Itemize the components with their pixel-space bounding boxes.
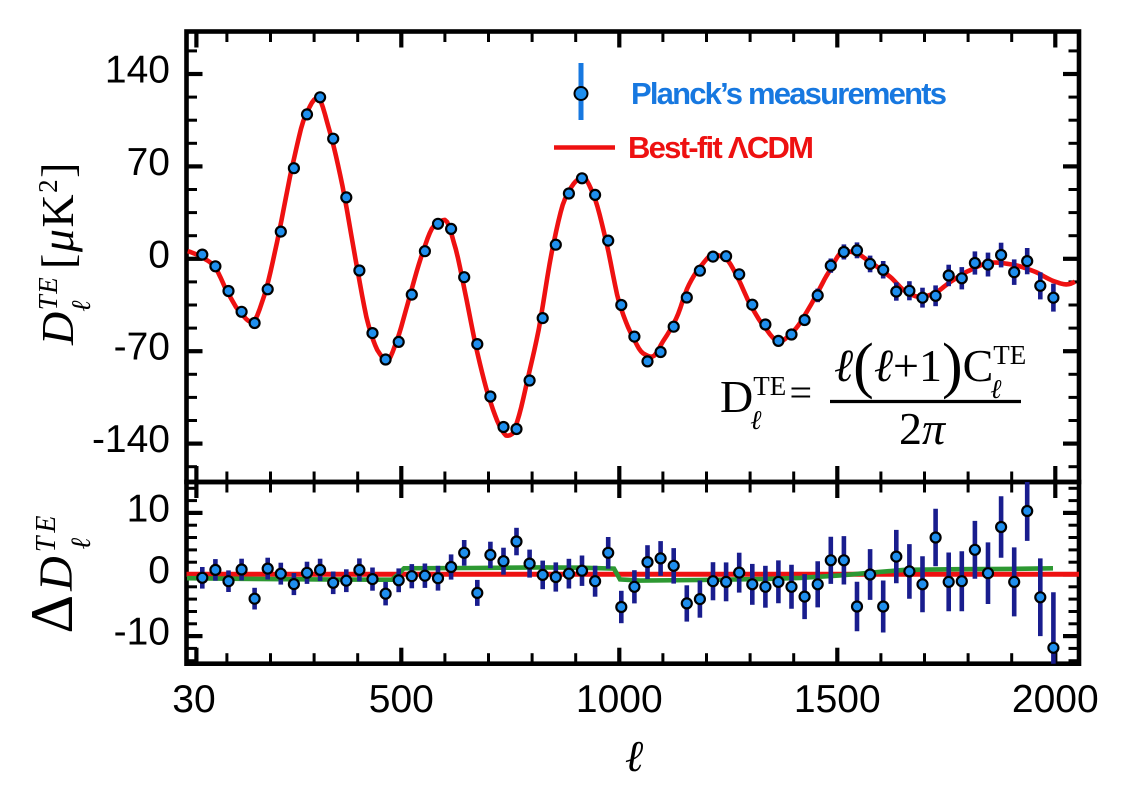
svg-text:30: 30 bbox=[172, 678, 215, 721]
svg-text:500: 500 bbox=[369, 678, 434, 721]
svg-text:-140: -140 bbox=[92, 418, 170, 461]
svg-text:70: 70 bbox=[127, 141, 170, 184]
svg-text:0: 0 bbox=[148, 233, 170, 276]
svg-text:0: 0 bbox=[148, 549, 170, 592]
svg-text:1500: 1500 bbox=[794, 678, 881, 721]
svg-text:-70: -70 bbox=[114, 326, 170, 369]
svg-text:ℓ: ℓ bbox=[625, 732, 644, 781]
svg-text:1000: 1000 bbox=[576, 678, 663, 721]
svg-text:-10: -10 bbox=[114, 611, 170, 654]
svg-text:2000: 2000 bbox=[1012, 678, 1099, 721]
svg-text:Best-fit ΛCDM: Best-fit ΛCDM bbox=[628, 130, 814, 165]
svg-text:10: 10 bbox=[127, 487, 170, 530]
svg-text:Planck’s measurements: Planck’s measurements bbox=[631, 76, 947, 111]
svg-text:140: 140 bbox=[105, 49, 170, 92]
svg-text:2π: 2π bbox=[899, 403, 947, 454]
